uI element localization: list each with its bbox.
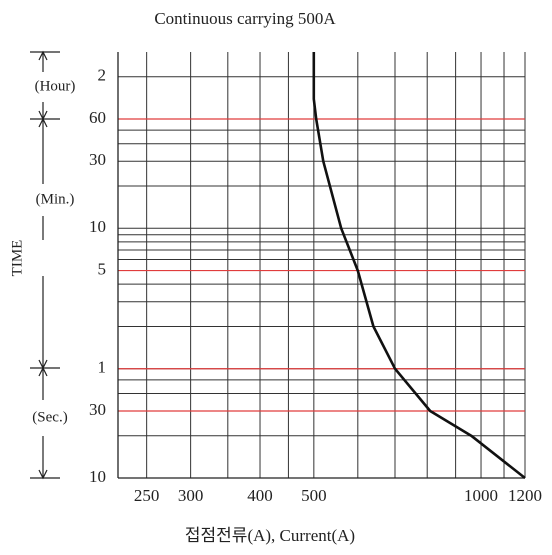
y-tick-label: 5 [98, 259, 107, 278]
x-tick-label: 1200 [508, 486, 542, 505]
x-tick-label: 250 [134, 486, 160, 505]
y-tick-label: 30 [89, 150, 106, 169]
x-tick-label: 300 [178, 486, 204, 505]
unit-label: (Min.) [36, 191, 75, 207]
x-tick-label: 400 [247, 486, 273, 505]
x-tick-label: 1000 [464, 486, 498, 505]
chart-title: Continuous carrying 500A [154, 9, 336, 28]
time-brackets [30, 50, 60, 480]
unit-label: (Sec.) [32, 409, 67, 425]
y-axis-label: TIME [9, 240, 25, 277]
y-tick-label: 2 [98, 66, 107, 85]
curve [312, 52, 526, 480]
y-tick-label: 60 [89, 108, 106, 127]
y-tick-label: 10 [89, 217, 106, 236]
y-tick-label: 10 [89, 467, 106, 486]
x-axis-label: 접점전류(A), Current(A) [185, 526, 355, 545]
y-tick-label: 1 [98, 358, 107, 377]
unit-label: (Hour) [35, 78, 76, 94]
y-tick-label: 30 [89, 400, 106, 419]
x-tick-label: 500 [301, 486, 327, 505]
